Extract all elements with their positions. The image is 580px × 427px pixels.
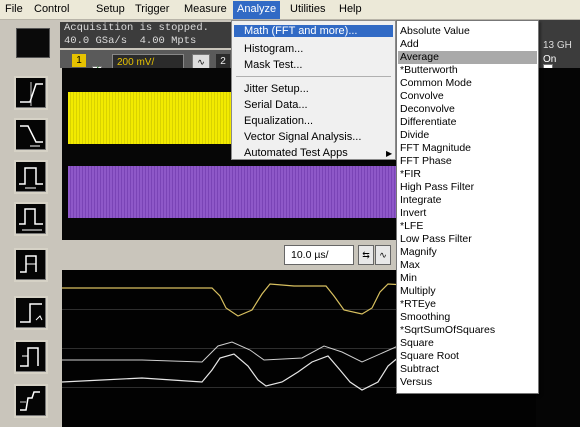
menu-item-math[interactable]: Math (FFT and more)... bbox=[234, 25, 393, 37]
trigger-toolbar bbox=[0, 68, 62, 427]
menu-item-histogram[interactable]: Histogram... bbox=[244, 43, 304, 55]
math-item-integrate[interactable]: Integrate bbox=[400, 194, 442, 206]
math-item-add[interactable]: Add bbox=[400, 38, 419, 50]
pulse-width-icon[interactable] bbox=[14, 160, 48, 194]
math-item-sqrt-sum-of-squares[interactable]: *SqrtSumOfSquares bbox=[400, 324, 496, 336]
math-item-lfe[interactable]: *LFE bbox=[400, 220, 424, 232]
math-item-fir[interactable]: *FIR bbox=[400, 168, 421, 180]
math-function-submenu: Absolute Value Add Average *Butterworth … bbox=[396, 20, 539, 394]
math-item-differentiate[interactable]: Differentiate bbox=[400, 116, 457, 128]
math-item-convolve[interactable]: Convolve bbox=[400, 90, 444, 102]
math-item-high-pass-filter[interactable]: High Pass Filter bbox=[400, 181, 475, 193]
math-item-rteye[interactable]: *RTEye bbox=[400, 298, 436, 310]
grid-line bbox=[62, 387, 536, 388]
menu-setup[interactable]: Setup bbox=[96, 3, 125, 15]
timeout-icon[interactable] bbox=[14, 296, 48, 330]
math-item-invert[interactable]: Invert bbox=[400, 207, 427, 219]
math-item-smoothing[interactable]: Smoothing bbox=[400, 311, 451, 323]
status-line-1: Acquisition is stopped. bbox=[64, 22, 209, 34]
math-item-deconvolve[interactable]: Deconvolve bbox=[400, 103, 455, 115]
menu-separator bbox=[236, 76, 391, 77]
submenu-arrow-icon: ▶ bbox=[386, 149, 393, 158]
timebase-value[interactable]: 10.0 µs/ bbox=[284, 245, 354, 265]
channel-1-button[interactable]: 1 bbox=[72, 54, 86, 67]
runt-icon[interactable] bbox=[14, 384, 48, 418]
menu-item-equalization[interactable]: Equalization... bbox=[244, 115, 314, 127]
math-item-square-root[interactable]: Square Root bbox=[400, 350, 459, 362]
math-item-magnify[interactable]: Magnify bbox=[400, 246, 437, 258]
menu-analyze[interactable]: Analyze bbox=[233, 1, 281, 19]
menu-file[interactable]: File bbox=[5, 3, 23, 15]
menu-item-automated-test-apps[interactable]: Automated Test Apps bbox=[244, 147, 348, 159]
menu-item-mask-test[interactable]: Mask Test... bbox=[244, 59, 303, 71]
menu-item-vector-signal-analysis[interactable]: Vector Signal Analysis... bbox=[244, 131, 362, 143]
math-item-average[interactable]: Average bbox=[398, 51, 537, 64]
menu-utilities[interactable]: Utilities bbox=[290, 3, 326, 15]
pulse-width-run-icon[interactable] bbox=[14, 202, 48, 236]
menu-help[interactable]: Help bbox=[339, 3, 362, 15]
on-label: On bbox=[543, 54, 557, 65]
status-line-2: 40.0 GSa/s 4.00 Mpts bbox=[64, 35, 197, 47]
math-item-low-pass-filter[interactable]: Low Pass Filter bbox=[400, 233, 472, 245]
setup-hold-icon[interactable] bbox=[14, 248, 48, 282]
math-item-min[interactable]: Min bbox=[400, 272, 417, 284]
math-item-butterworth[interactable]: *Butterworth bbox=[400, 64, 458, 76]
grid-line bbox=[62, 309, 536, 310]
math-item-common-mode[interactable]: Common Mode bbox=[400, 77, 472, 89]
grid-line bbox=[62, 348, 536, 349]
menu-bar: File Control Setup Trigger Measure Analy… bbox=[0, 0, 580, 20]
menu-item-jitter-setup[interactable]: Jitter Setup... bbox=[244, 83, 309, 95]
edge-trigger-falling-icon[interactable] bbox=[14, 118, 48, 152]
channel-2-button[interactable]: 2 bbox=[216, 54, 230, 70]
menu-measure[interactable]: Measure bbox=[184, 3, 227, 15]
math-item-multiply[interactable]: Multiply bbox=[400, 285, 436, 297]
math-item-divide[interactable]: Divide bbox=[400, 129, 430, 141]
edge-trigger-rising-icon[interactable] bbox=[14, 76, 48, 110]
menu-trigger[interactable]: Trigger bbox=[135, 3, 170, 15]
timebase-step-button[interactable]: ⇆ bbox=[358, 245, 374, 265]
math-item-subtract[interactable]: Subtract bbox=[400, 363, 440, 375]
timebase-mode-button[interactable]: ∿ bbox=[375, 245, 391, 265]
menu-control[interactable]: Control bbox=[34, 3, 70, 15]
bandwidth-readout: 13 GH bbox=[543, 40, 572, 51]
analyze-dropdown: Math (FFT and more)... Histogram... Mask… bbox=[231, 20, 396, 160]
math-item-square[interactable]: Square bbox=[400, 337, 434, 349]
math-item-fft-phase[interactable]: FFT Phase bbox=[400, 155, 452, 167]
right-panel bbox=[536, 20, 580, 68]
right-display-strip bbox=[536, 68, 580, 427]
transition-icon[interactable] bbox=[14, 340, 48, 374]
menu-item-serial-data[interactable]: Serial Data... bbox=[244, 99, 308, 111]
math-item-fft-magnitude[interactable]: FFT Magnitude bbox=[400, 142, 472, 154]
run-stop-indicator[interactable] bbox=[16, 28, 50, 58]
math-item-max[interactable]: Max bbox=[400, 259, 420, 271]
math-item-versus[interactable]: Versus bbox=[400, 376, 433, 388]
math-item-absolute-value[interactable]: Absolute Value bbox=[400, 25, 470, 37]
